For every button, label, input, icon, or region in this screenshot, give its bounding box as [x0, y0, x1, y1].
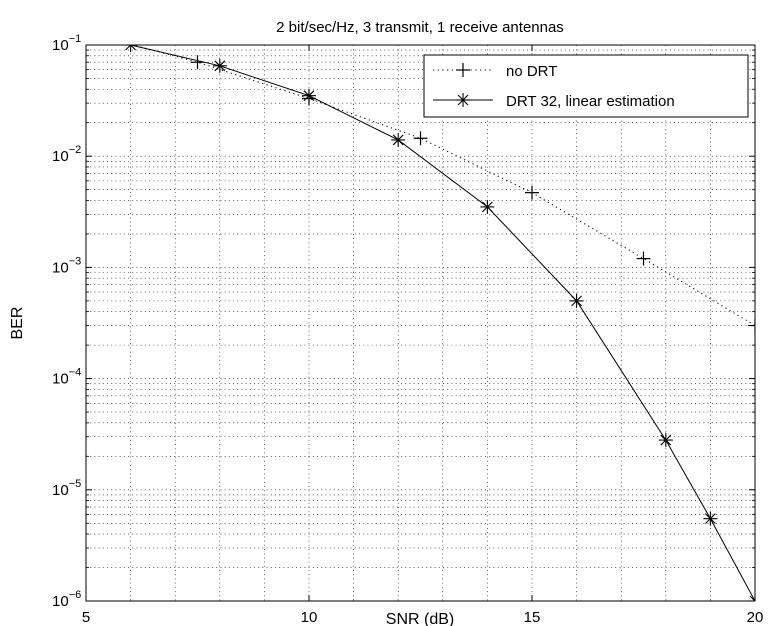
data-point-0-1	[190, 55, 205, 70]
x-tick-label: 5	[82, 609, 90, 626]
data-point-1-3	[302, 88, 316, 103]
legend-marker-drt32	[456, 93, 470, 107]
y-tick-label: 10−3	[52, 255, 81, 276]
data-point-1-8	[703, 511, 718, 526]
series-line-1	[128, 45, 755, 601]
y-tick-label: 10−2	[52, 144, 81, 165]
x-tick-label: 10	[301, 609, 318, 626]
data-point-1-4	[391, 132, 406, 147]
data-point-0-4	[525, 185, 539, 200]
data-point-1-9	[748, 594, 755, 601]
plot-frame	[85, 44, 756, 602]
x-tick-label: 20	[747, 609, 764, 626]
legend-marker-no-drt	[456, 63, 470, 77]
data-point-1-2	[212, 58, 227, 73]
y-tick-label: 10−1	[52, 33, 81, 54]
legend: no DRT DRT 32, linear estimation	[423, 54, 749, 118]
axis-tick-labels: 5 10 15 20 10−6 10−5 10−4 10−3 10−2 10−1	[52, 33, 763, 626]
chart-title: 2 bit/sec/Hz, 3 transmit, 1 receive ante…	[276, 19, 564, 36]
data-point-0-6	[748, 318, 755, 333]
legend-label-drt32: DRT 32, linear estimation	[506, 93, 675, 110]
data-point-1-0	[34, 18, 48, 32]
y-tick-label: 10−4	[52, 367, 81, 388]
y-tick-label: 10−5	[52, 478, 81, 499]
y-axis-label: BER	[9, 307, 26, 340]
data-point-1-6	[569, 293, 584, 308]
series-group	[34, 18, 755, 601]
y-tick-label: 10−6	[52, 589, 81, 610]
legend-label-no-drt: no DRT	[506, 63, 557, 80]
data-point-1-5	[480, 199, 495, 214]
plot-background	[86, 45, 755, 601]
data-point-0-5	[636, 251, 651, 266]
x-tick-label: 15	[524, 609, 541, 626]
data-point-1-7	[658, 433, 673, 448]
data-point-1-1	[123, 45, 138, 52]
legend-box	[423, 54, 749, 118]
data-point-0-3	[413, 131, 428, 146]
x-axis-label: SNR (dB)	[386, 611, 454, 626]
